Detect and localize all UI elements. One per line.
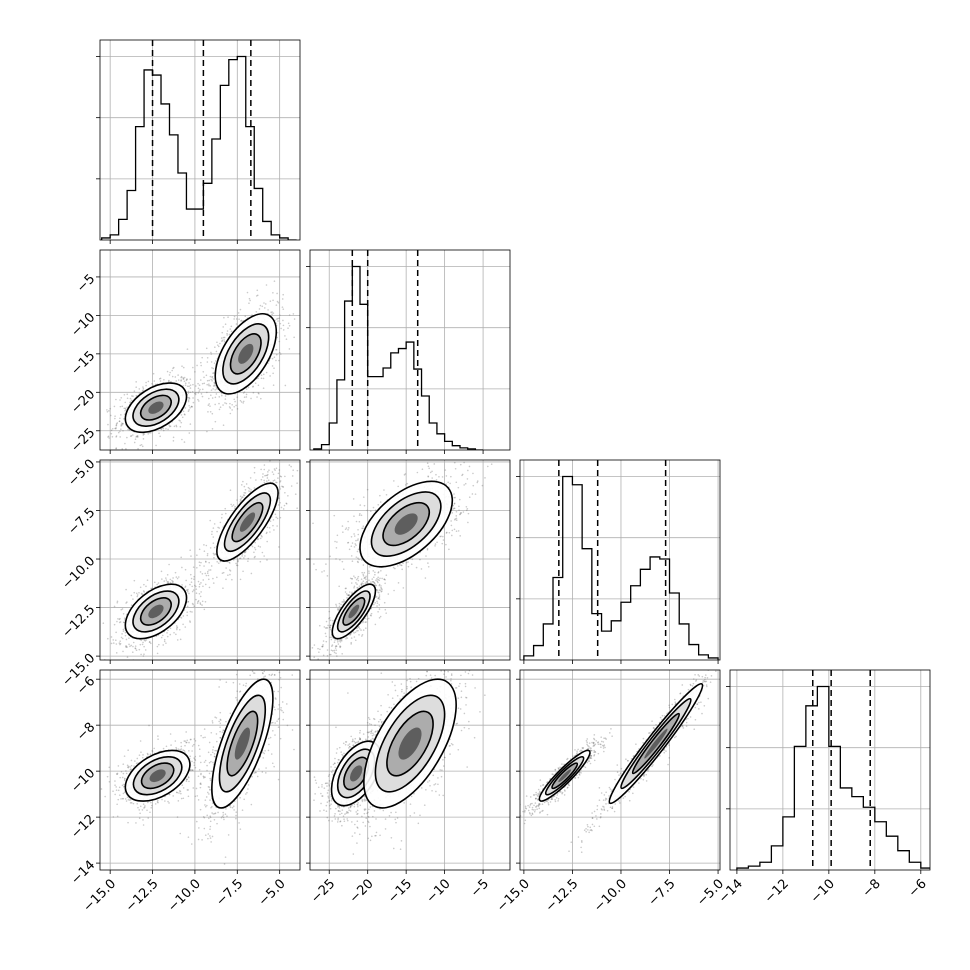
y-tick-label: −15 xyxy=(68,349,98,379)
x-tick-label: −5 xyxy=(468,876,492,900)
density-p1-p2 xyxy=(311,461,493,660)
contour-level xyxy=(558,769,571,783)
panel-frame xyxy=(99,669,301,871)
contour-level xyxy=(234,727,251,760)
scatter-points xyxy=(520,670,717,854)
density-p0-p3 xyxy=(100,670,295,870)
density-p1-p3 xyxy=(313,670,486,855)
x-tick-label: −5.0 xyxy=(256,876,289,909)
panel-grid xyxy=(516,460,720,664)
density-p2-p3 xyxy=(520,670,717,854)
x-tick-label: −10.0 xyxy=(591,876,630,915)
y-tick-label: −12.5 xyxy=(60,602,99,641)
x-tick-label: −12.5 xyxy=(543,876,582,915)
x-tick-label: −10.0 xyxy=(165,876,204,915)
y-tick-label: −25 xyxy=(68,425,98,455)
x-tick-label: −15.0 xyxy=(80,876,119,915)
panel-frame xyxy=(309,669,511,871)
x-tick-label: −12.5 xyxy=(123,876,162,915)
x-tick-label: −10 xyxy=(808,876,838,906)
contour-level xyxy=(644,728,668,759)
y-tick-label: −5 xyxy=(74,272,98,296)
contour-level xyxy=(149,769,166,783)
y-tick-label: −10 xyxy=(68,310,98,340)
y-tick-label: −10 xyxy=(68,766,98,796)
y-tick-label: −8 xyxy=(74,720,98,744)
contour-level xyxy=(238,343,254,364)
y-tick-label: −10.0 xyxy=(60,554,99,593)
panel-frame xyxy=(99,459,301,661)
contour-level xyxy=(239,512,256,532)
scatter-points xyxy=(102,460,299,660)
panel-grid xyxy=(726,670,930,874)
panel-frame xyxy=(99,249,301,451)
density-p0-p2 xyxy=(102,460,299,660)
panel-frame xyxy=(519,459,721,661)
panel-grid xyxy=(96,460,300,664)
y-tick-label: −20 xyxy=(68,387,98,417)
x-tick-label: −8 xyxy=(860,876,884,900)
y-tick-label: −7.5 xyxy=(65,505,98,538)
panel-frame xyxy=(309,459,511,661)
x-tick-label: −15 xyxy=(385,876,415,906)
x-tick-label: −6 xyxy=(906,876,930,900)
contour-level xyxy=(398,727,422,760)
y-tick-label: −5.0 xyxy=(65,457,98,490)
contour-level xyxy=(148,401,164,414)
panel-frame xyxy=(99,39,301,241)
scatter-points xyxy=(106,280,300,450)
histogram-p2 xyxy=(523,460,719,660)
x-tick-label: −7.5 xyxy=(646,876,679,909)
contour-level xyxy=(394,513,418,535)
x-tick-label: −25 xyxy=(308,876,338,906)
scatter-points xyxy=(100,670,295,870)
x-tick-label: −20 xyxy=(347,876,377,906)
panel-frame xyxy=(309,249,511,451)
y-tick-label: −12 xyxy=(68,812,98,842)
x-tick-label: −10 xyxy=(424,876,454,906)
panel-frame xyxy=(729,669,931,871)
panel-frame xyxy=(519,669,721,871)
density-p0-p1 xyxy=(106,280,300,450)
histogram-p1 xyxy=(313,250,484,450)
histogram-step xyxy=(313,265,484,450)
contour-level xyxy=(349,765,363,782)
histogram-step xyxy=(736,685,930,870)
y-tick-label: −14 xyxy=(68,858,98,888)
histogram-step xyxy=(101,55,297,240)
histogram-p3 xyxy=(736,670,930,870)
contour-level xyxy=(348,604,360,619)
x-tick-label: −15.0 xyxy=(494,876,533,915)
panel-grid xyxy=(306,670,510,874)
histogram-p0 xyxy=(101,40,297,240)
x-tick-label: −12 xyxy=(762,876,792,906)
x-tick-label: −7.5 xyxy=(213,876,246,909)
histogram-step xyxy=(523,475,719,660)
panel-grid xyxy=(96,250,300,454)
